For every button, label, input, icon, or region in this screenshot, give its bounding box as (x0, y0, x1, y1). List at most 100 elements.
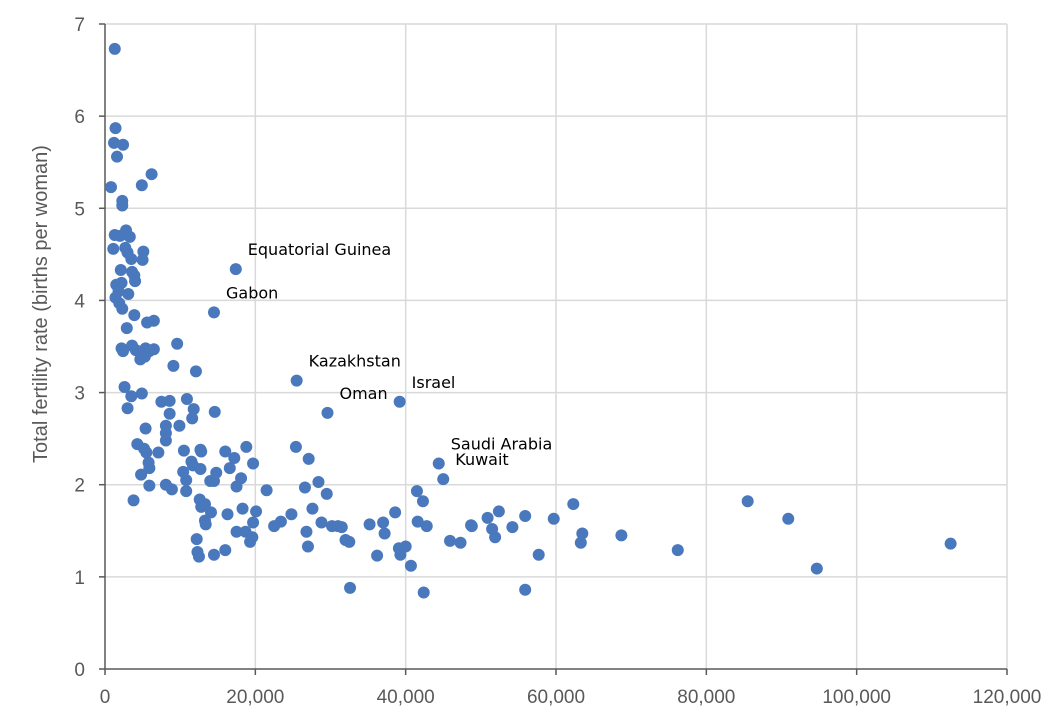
data-point (180, 393, 193, 406)
axes (99, 23, 1008, 675)
y-tick-label: 1 (74, 568, 85, 589)
data-point (274, 515, 287, 528)
data-point (135, 468, 148, 481)
data-point (285, 508, 298, 521)
data-point (250, 505, 263, 518)
data-point (489, 531, 502, 544)
data-point (135, 179, 148, 192)
data-point (247, 457, 260, 470)
data-point (532, 548, 545, 561)
data-point (127, 494, 140, 507)
point-annotation: Saudi Arabia (451, 435, 553, 454)
data-point (120, 322, 133, 335)
data-point (108, 136, 121, 149)
data-point (199, 518, 212, 531)
data-point (111, 150, 124, 163)
data-point (117, 138, 130, 151)
y-tick-label: 5 (74, 199, 85, 220)
data-points (105, 42, 957, 599)
data-point (163, 407, 176, 420)
data-point (140, 446, 153, 459)
data-point (207, 548, 220, 561)
data-point (235, 472, 248, 485)
data-point (114, 264, 127, 277)
data-point (492, 505, 505, 518)
data-point (230, 525, 243, 538)
x-tick-label: 120,000 (973, 687, 1042, 708)
data-point (228, 451, 241, 464)
data-point (810, 562, 823, 575)
data-point (432, 457, 445, 470)
data-point (221, 508, 234, 521)
data-point (290, 374, 303, 387)
point-annotation: Equatorial Guinea (248, 240, 391, 259)
data-point (301, 540, 314, 553)
data-point (122, 287, 135, 300)
data-point (343, 535, 356, 548)
data-point (180, 474, 193, 487)
data-point (240, 440, 253, 453)
data-point (506, 521, 519, 534)
data-point (416, 495, 429, 508)
data-point (444, 534, 457, 547)
data-point (152, 446, 165, 459)
data-point (236, 502, 249, 515)
data-point (198, 498, 211, 511)
data-point (298, 481, 311, 494)
data-point (180, 485, 193, 498)
y-axis-label: Total fertility rate (births per woman) (30, 145, 52, 463)
data-point (194, 463, 207, 476)
data-point (129, 275, 142, 288)
data-point (389, 506, 402, 519)
data-point (173, 419, 186, 432)
point-annotation: Israel (412, 373, 456, 392)
x-tick-label: 0 (100, 687, 111, 708)
y-tick-label: 7 (74, 15, 85, 36)
y-tick-label: 6 (74, 107, 85, 128)
data-point (223, 462, 236, 475)
data-point (219, 544, 232, 557)
data-point (125, 390, 138, 403)
data-point (411, 515, 424, 528)
y-tick-label: 4 (74, 291, 85, 312)
data-point (147, 314, 160, 327)
x-tick-label: 80,000 (677, 687, 735, 708)
data-point (547, 512, 560, 525)
point-annotation: Oman (339, 384, 387, 403)
data-point (171, 337, 184, 350)
data-point (567, 498, 580, 511)
data-point (437, 473, 450, 486)
data-point (289, 440, 302, 453)
data-point (210, 466, 223, 479)
data-point (204, 506, 217, 519)
data-point (192, 550, 205, 563)
data-point (944, 537, 957, 550)
data-point (399, 540, 412, 553)
data-point (576, 527, 589, 540)
data-point (741, 495, 754, 508)
y-tick-labels: 0 1 2 3 4 5 6 7 (74, 15, 85, 681)
data-point (186, 412, 199, 425)
data-point (143, 462, 156, 475)
x-tick-label: 40,000 (377, 687, 435, 708)
data-point (177, 444, 190, 457)
data-point (207, 306, 220, 319)
data-point (123, 230, 136, 243)
x-tick-labels: 0 20,000 40,000 60,000 80,000 100,000 120,000 (100, 687, 1042, 708)
y-tick-label: 3 (74, 384, 85, 405)
data-point (465, 520, 478, 533)
data-point (116, 199, 129, 212)
point-annotation: Kuwait (455, 450, 508, 469)
data-point (145, 168, 158, 181)
data-point (417, 586, 430, 599)
gridlines (105, 23, 1008, 669)
x-tick-label: 100,000 (822, 687, 891, 708)
data-point (116, 302, 129, 315)
data-point (410, 485, 423, 498)
data-point (139, 422, 152, 435)
data-point (420, 520, 433, 533)
data-point (315, 516, 328, 529)
data-point (190, 533, 203, 546)
data-point (615, 529, 628, 542)
